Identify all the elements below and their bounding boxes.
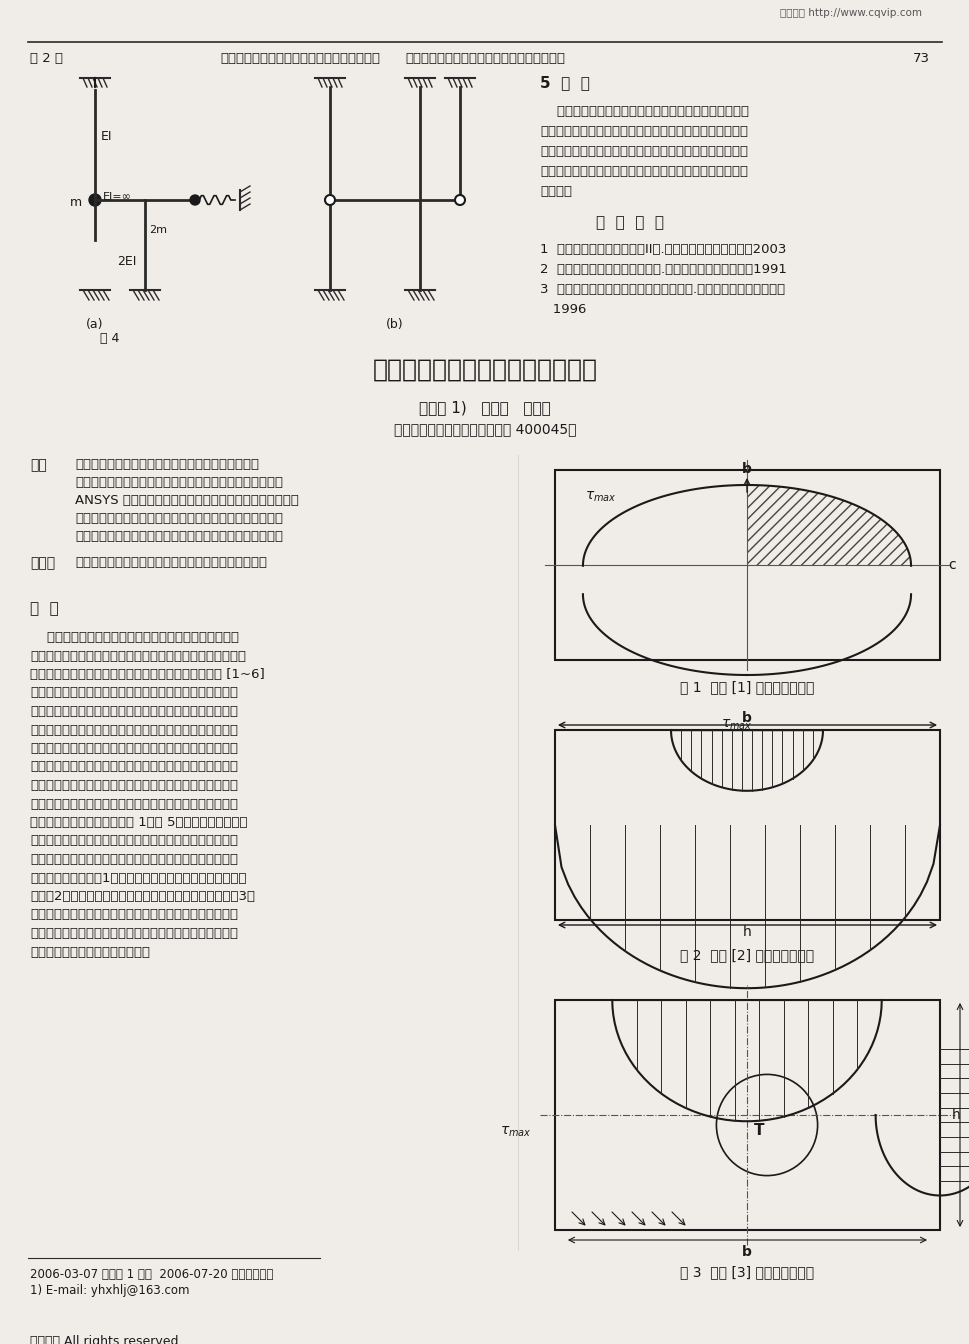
- Text: 图 1  文献 [1] 中的剪应力分布: 图 1 文献 [1] 中的剪应力分布: [679, 680, 813, 694]
- Text: b: b: [741, 1245, 751, 1259]
- Text: 算结果进行了比较，并对截面剪应力分布规律进行了总结．: 算结果进行了比较，并对截面剪应力分布规律进行了总结．: [75, 530, 283, 543]
- Text: 73: 73: [912, 52, 929, 65]
- Text: 于海样等：对矩形截面杆弹性自由扭转的探讨: 于海样等：对矩形截面杆弹性自由扭转的探讨: [405, 52, 564, 65]
- Text: 5  结  语: 5 结 语: [540, 75, 589, 90]
- Text: 没有系统的论述．学生在做题中经常会遇到一些困难，笔者: 没有系统的论述．学生在做题中经常会遇到一些困难，笔者: [540, 125, 747, 138]
- Text: 各控制线上的剪应力是否相互平行．本文通过解析法及有限: 各控制线上的剪应力是否相互平行．本文通过解析法及有限: [30, 909, 237, 922]
- Text: 但由于解析式的复杂性，致使很多材料力学教材中对截面对: 但由于解析式的复杂性，致使很多材料力学教材中对截面对: [30, 742, 237, 755]
- Text: b: b: [741, 711, 751, 724]
- Circle shape: [89, 194, 101, 206]
- Bar: [554, 1000, 939, 1230]
- Text: 1) E-mail: yhxhlj@163.com: 1) E-mail: yhxhlj@163.com: [30, 1284, 189, 1297]
- Bar: [554, 470, 939, 660]
- Text: $\tau_{max}$: $\tau_{max}$: [584, 491, 616, 504]
- Text: 在截面对角线上剪应力如何分布这一问题上，不同的文献给: 在截面对角线上剪应力如何分布这一问题上，不同的文献给: [30, 797, 237, 810]
- Text: 于海样等：对矩形截面杆弹性自由扭转的探讨: 于海样等：对矩形截面杆弹性自由扭转的探讨: [220, 52, 380, 65]
- Circle shape: [454, 195, 464, 206]
- Text: 1  龙驭球等编．结构力学（II）.北京：高等教育出版社，2003: 1 龙驭球等编．结构力学（II）.北京：高等教育出版社，2003: [540, 243, 786, 255]
- Text: 关键词: 关键词: [30, 556, 55, 570]
- Text: $\tau_{max}$: $\tau_{max}$: [499, 1125, 531, 1140]
- Circle shape: [325, 195, 334, 206]
- Text: 1996: 1996: [540, 302, 586, 316]
- Bar: [554, 730, 939, 921]
- Text: 的剪应力分布图各不相同．虽然该问题的解析解是存在的，: 的剪应力分布图各不相同．虽然该问题的解析解是存在的，: [30, 723, 237, 737]
- Text: (b): (b): [386, 319, 403, 331]
- Text: 3  杨茀康，李家宝．结构力学．（下册）.北京：高等教育出版社，: 3 杨茀康，李家宝．结构力学．（下册）.北京：高等教育出版社，: [540, 284, 784, 296]
- Text: 教学中．: 教学中．: [540, 185, 572, 198]
- Text: 在解决该问题时遇到了很大的困难．各种材料力学教材 [1~6]: 在解决该问题时遇到了很大的困难．各种材料力学教材 [1~6]: [30, 668, 265, 681]
- Text: 参  考  文  献: 参 考 文 献: [595, 215, 664, 230]
- Text: 对矩形截面杆弹性自由扭转的探讨: 对矩形截面杆弹性自由扭转的探讨: [372, 358, 597, 382]
- Text: 出的图示结果不尽相同，如图 1～图 5．可见，各种文献对: 出的图示结果不尽相同，如图 1～图 5．可见，各种文献对: [30, 816, 247, 829]
- Text: 图 3  文献 [3] 中的剪应力分布: 图 3 文献 [3] 中的剪应力分布: [679, 1265, 813, 1279]
- Text: EI=∞: EI=∞: [103, 192, 132, 202]
- Text: EI: EI: [101, 130, 112, 142]
- Circle shape: [190, 195, 200, 206]
- Text: 2EI: 2EI: [117, 255, 137, 267]
- Text: 2m: 2m: [149, 224, 167, 235]
- Text: 的一些计算公式绘制的，并且不同的文献中给出的对角线上: 的一些计算公式绘制的，并且不同的文献中给出的对角线上: [30, 706, 237, 718]
- Text: 2  杨天样．结构力学．（下册）.北京：高等教育出版社，1991: 2 杨天样．结构力学．（下册）.北京：高等教育出版社，1991: [540, 263, 786, 276]
- Text: 图 4: 图 4: [100, 332, 119, 345]
- Text: 角线上的剪应力分布情况避而不谈．各种材料力学教材给出: 角线上的剪应力分布情况避而不谈．各种材料力学教材给出: [30, 761, 237, 774]
- Text: （重庆大学土木工程学院，重庆 400045）: （重庆大学土木工程学院，重庆 400045）: [393, 422, 576, 435]
- Text: 元法来验证截面剪应力的真实分布规律，其结果可为材料力: 元法来验证截面剪应力的真实分布规律，其结果可为材料力: [30, 927, 237, 939]
- Text: 对角线上的剪应力分布图的形状及剪应力的指向的描述则不: 对角线上的剪应力分布图的形状及剪应力的指向的描述则不: [30, 853, 237, 866]
- Text: 了矩形截面杆自由扭转时截面各控制线上的剪应力分布图．: 了矩形截面杆自由扭转时截面各控制线上的剪应力分布图．: [30, 780, 237, 792]
- Text: h: h: [951, 1107, 959, 1122]
- Text: 行了系统的论述，作为对教材的补充，可用于结构动力学的: 行了系统的论述，作为对教材的补充，可用于结构动力学的: [540, 165, 747, 177]
- Text: 曲变形的存在，使得平截面假定不再成立，因此材料力学方法: 曲变形的存在，使得平截面假定不再成立，因此材料力学方法: [30, 649, 246, 663]
- Text: ANSYS 有限元分析软件模拟了等直矩形截面杆的自由扭转: ANSYS 有限元分析软件模拟了等直矩形截面杆的自由扭转: [75, 495, 298, 507]
- Text: 图 2  文献 [2] 中的剪应力分布: 图 2 文献 [2] 中的剪应力分布: [679, 948, 813, 962]
- Text: 矩形截面杆，弹性自由扭转，有限元分析，剪应力分布: 矩形截面杆，弹性自由扭转，有限元分析，剪应力分布: [75, 556, 266, 569]
- Text: (a): (a): [86, 319, 104, 331]
- Text: b: b: [741, 462, 751, 476]
- Text: c: c: [947, 558, 954, 573]
- Text: 一致，分歧在于：（1）对角线上的总剪应力是否垂直于对角: 一致，分歧在于：（1）对角线上的总剪应力是否垂直于对角: [30, 871, 246, 884]
- Text: 前  言: 前 言: [30, 601, 59, 616]
- Text: 学及弹性力学教学工作提供参考．: 学及弹性力学教学工作提供参考．: [30, 945, 150, 958]
- Text: 维普资讯 All rights reserved: 维普资讯 All rights reserved: [30, 1335, 178, 1344]
- Text: 维普资讯 http://www.cqvip.com: 维普资讯 http://www.cqvip.com: [779, 8, 922, 17]
- Text: 于海祥 1)   武建华   李仁佩: 于海祥 1) 武建华 李仁佩: [419, 401, 550, 415]
- Text: T: T: [753, 1124, 764, 1138]
- Text: 2006-03-07 收到第 1 稿，  2006-07-20 收到修改稿．: 2006-03-07 收到第 1 稿， 2006-07-20 收到修改稿．: [30, 1267, 273, 1281]
- Text: 问题．将各种材料力学教材中的截面剪应力分布图与准确计: 问题．将各种材料力学教材中的截面剪应力分布图与准确计: [75, 512, 283, 526]
- Text: 第 2 期: 第 2 期: [30, 52, 63, 65]
- Text: 现行结构力学教材中，对确定结构振动自由度的方法并: 现行结构力学教材中，对确定结构振动自由度的方法并: [540, 105, 748, 118]
- Text: 在教学过程中深深地体会到这一点．因此，将这部分内容进: 在教学过程中深深地体会到这一点．因此，将这部分内容进: [540, 145, 747, 159]
- Text: 中的截面剪应力分布图都是根据实验研究或由弹性力学推导: 中的截面剪应力分布图都是根据实验研究或由弹性力学推导: [30, 687, 237, 699]
- Text: 矩形截面杆的自由扭转不同于圆轴的扭转，由于轴向翘: 矩形截面杆的自由扭转不同于圆轴的扭转，由于轴向翘: [30, 630, 238, 644]
- Text: 利用柱体扭转问题的经典弹性力学解析解，结合自编: 利用柱体扭转问题的经典弹性力学解析解，结合自编: [75, 458, 259, 470]
- Text: h: h: [742, 925, 751, 939]
- Text: 电算程序绘制了沿截面控制线上剪应力的分布图，同时利用: 电算程序绘制了沿截面控制线上剪应力的分布图，同时利用: [75, 476, 283, 489]
- Text: 截面对称线上的剪应力分布图的描述都是一致的，而对截面: 截面对称线上的剪应力分布图的描述都是一致的，而对截面: [30, 835, 237, 848]
- Text: m: m: [70, 196, 82, 210]
- Text: 摘要: 摘要: [30, 458, 47, 472]
- Text: $\tau_{max}$: $\tau_{max}$: [720, 718, 752, 732]
- Text: 线；（2）对角线上剪应图的外包线上是否存在一拐点；（3）: 线；（2）对角线上剪应图的外包线上是否存在一拐点；（3）: [30, 890, 255, 903]
